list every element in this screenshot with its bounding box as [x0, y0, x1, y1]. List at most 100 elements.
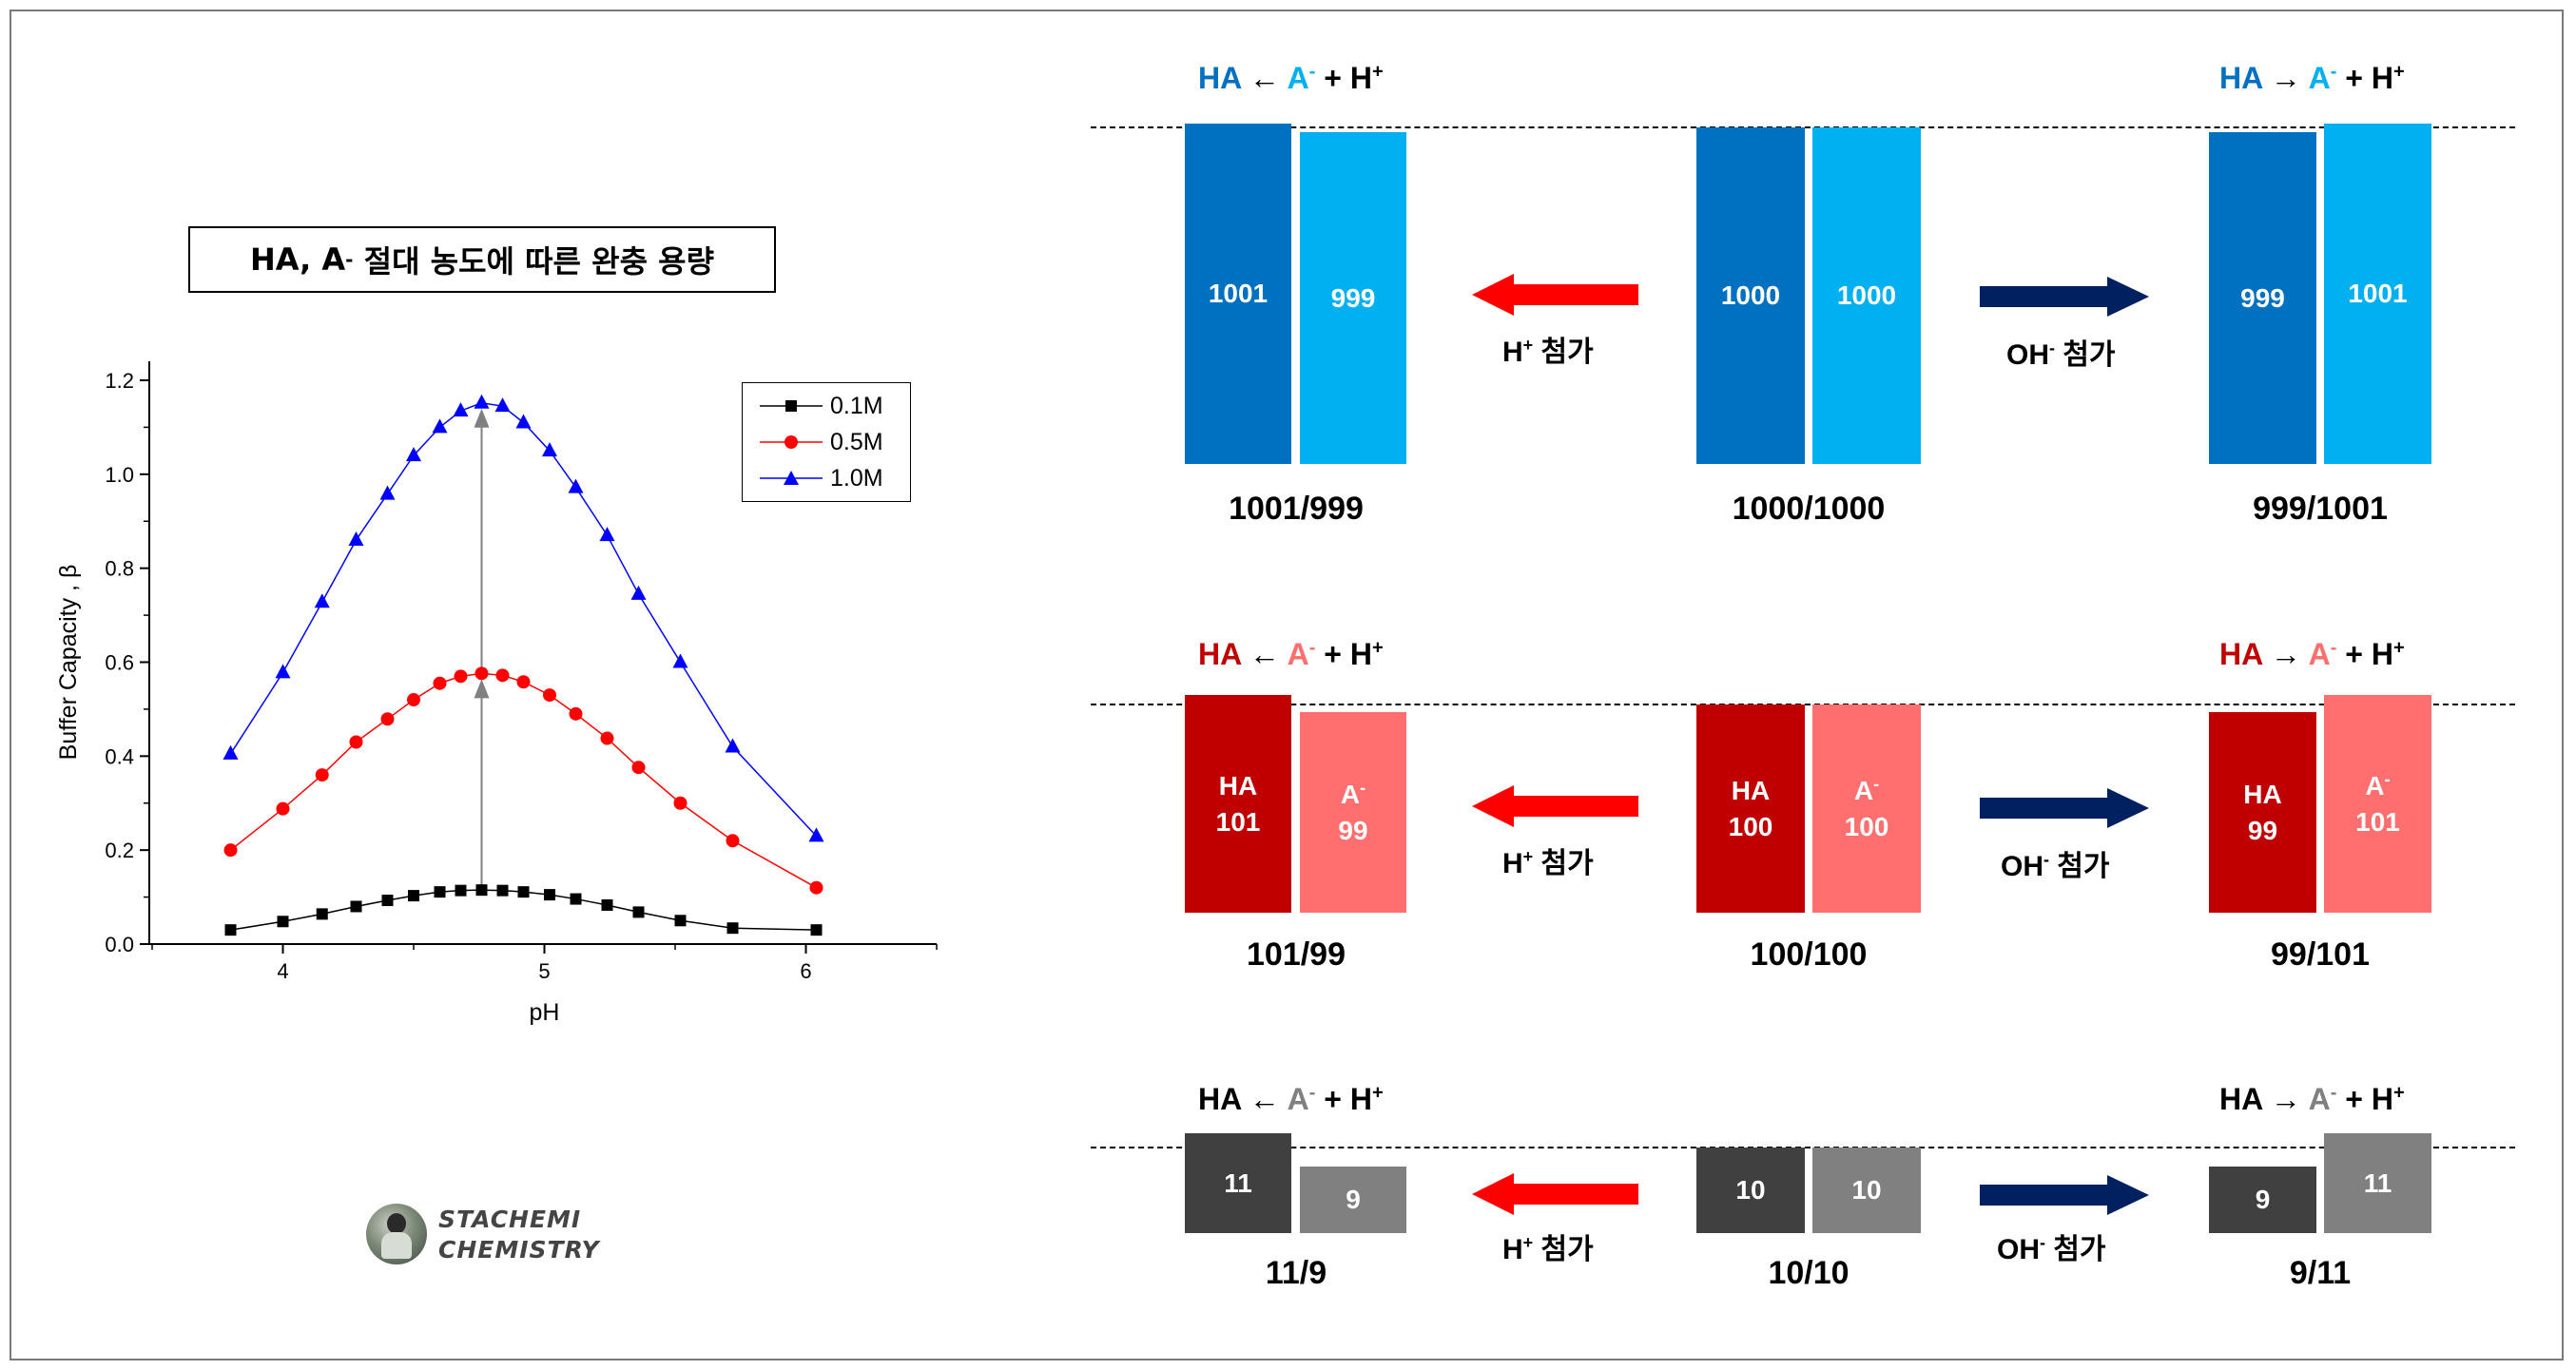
- bar-ha-row2-right: HA 99: [2209, 712, 2316, 913]
- point-1.0M: [494, 397, 511, 413]
- h-sup: +: [1522, 336, 1534, 355]
- point-0.5M: [475, 666, 489, 681]
- point-0.1M: [408, 890, 419, 902]
- point-0.5M: [223, 843, 238, 858]
- x-tick-label: 4: [277, 959, 288, 983]
- point-1.0M: [223, 744, 239, 760]
- point-1.0M: [348, 531, 364, 547]
- ratio-row2-left: 101/99: [1247, 936, 1346, 973]
- eq-arrow: ←: [1241, 1082, 1288, 1116]
- point-1.0M: [599, 527, 615, 542]
- navy-arrow-row3: [1980, 1175, 2149, 1215]
- eq-h-sup: +: [2392, 637, 2405, 659]
- point-1.0M: [379, 485, 396, 500]
- point-0.5M: [433, 676, 447, 690]
- point-1.0M: [725, 738, 741, 753]
- bar-a-row1-left: 999: [1300, 132, 1406, 464]
- bar-value: 100: [1844, 811, 1889, 841]
- eq-ha: HA: [1198, 637, 1242, 671]
- eq-h-sup: +: [1371, 637, 1384, 659]
- point-0.5M: [631, 761, 646, 775]
- eq-h-sup: +: [2392, 61, 2405, 83]
- y-axis-label: Buffer Capacity , β: [55, 565, 82, 761]
- y-tick-label: 0.2: [105, 839, 134, 862]
- legend-sample-0.5M: [760, 435, 823, 449]
- navy-arrow-row1: [1980, 277, 2149, 317]
- add-label: 첨가: [1533, 848, 1594, 879]
- equation-right-row2: HA → A- + H+: [2219, 637, 2405, 672]
- equation-right-row1: HA → A- + H+: [2219, 61, 2405, 96]
- bar-ha-row3-right: 9: [2209, 1167, 2316, 1233]
- bar-value: 1000: [1720, 280, 1781, 310]
- eq-ha: HA: [2219, 61, 2263, 95]
- eq-arrow: ←: [1241, 637, 1288, 671]
- point-0.5M: [600, 731, 614, 745]
- x-axis-label: pH: [530, 999, 560, 1026]
- point-0.1M: [517, 886, 530, 898]
- oh-sup: -: [2043, 850, 2049, 869]
- add-label: 첨가: [1533, 1234, 1594, 1265]
- oh-sup: -: [2049, 338, 2055, 357]
- chart-title: HA, A- 절대 농도에 따른 완충 용량: [188, 226, 776, 293]
- ratio-row3-left: 11/9: [1265, 1255, 1327, 1291]
- oh-add-label-row2: OH- 첨가: [2001, 842, 2110, 884]
- oh-label: OH: [2001, 851, 2043, 882]
- bar-name-sup: -: [1873, 774, 1880, 794]
- bar-name: A: [1853, 775, 1874, 805]
- point-1.0M: [630, 585, 647, 600]
- point-1.0M: [515, 414, 532, 429]
- eq-ha: HA: [1198, 1082, 1242, 1116]
- ratio-row3-center: 10/10: [1768, 1255, 1850, 1291]
- point-1.0M: [808, 827, 824, 842]
- eq-plus-h: + H: [2336, 1082, 2393, 1116]
- y-tick-label: 0.4: [105, 744, 134, 768]
- bar-value: 11: [2363, 1167, 2392, 1198]
- point-0.1M: [434, 886, 446, 898]
- bar-name: A: [1340, 779, 1361, 809]
- eq-arrow: →: [2262, 637, 2309, 671]
- annotation-arrow-head: [474, 679, 490, 699]
- eq-a-sup: -: [1308, 637, 1316, 659]
- bar-value: 100: [1728, 811, 1773, 841]
- eq-ha: HA: [1198, 61, 1242, 95]
- bar-value: 10: [1735, 1175, 1766, 1205]
- point-1.0M: [314, 593, 330, 608]
- bar-a-row1-right: 1001: [2324, 124, 2431, 464]
- ratio-row1-center: 1000/1000: [1732, 491, 1886, 527]
- bar-value: 1001: [2348, 279, 2408, 308]
- point-0.5M: [315, 768, 329, 782]
- bar-value: 999: [1330, 282, 1376, 313]
- point-0.1M: [455, 884, 467, 897]
- logo-line2: CHEMISTRY: [438, 1236, 600, 1264]
- point-0.5M: [380, 712, 395, 726]
- eq-a: A: [2308, 637, 2331, 671]
- eq-plus-h: + H: [2336, 637, 2393, 671]
- y-tick-label: 1.0: [105, 463, 134, 487]
- y-tick-label: 0.0: [105, 933, 134, 956]
- legend-label-0.5M: 0.5M: [830, 428, 883, 455]
- point-0.5M: [543, 688, 556, 703]
- point-0.1M: [632, 906, 645, 918]
- chart-legend: 0.1M 0.5M 1.0M: [742, 382, 911, 502]
- eq-ha: HA: [2219, 637, 2263, 671]
- point-1.0M: [275, 664, 291, 679]
- oh-label: OH: [2006, 339, 2049, 371]
- legend-label-1.0M: 1.0M: [830, 464, 883, 492]
- series-line-0.5M: [230, 672, 817, 889]
- add-label: 첨가: [2055, 339, 2116, 371]
- point-0.5M: [569, 706, 583, 721]
- eq-plus-h: + H: [2336, 61, 2393, 95]
- point-0.5M: [809, 880, 823, 895]
- oh-add-label-row1: OH- 첨가: [2006, 331, 2116, 373]
- bar-a-row3-right: 11: [2324, 1133, 2431, 1233]
- oh-label: OH: [1997, 1234, 2040, 1265]
- eq-a: A: [1287, 1082, 1309, 1116]
- point-0.1M: [475, 884, 488, 897]
- h-add-label-row2: H+ 첨가: [1502, 839, 1594, 881]
- bar-value: 11: [1224, 1167, 1252, 1198]
- eq-a: A: [2308, 1082, 2331, 1116]
- eq-a: A: [1287, 61, 1309, 95]
- eq-a-sup: -: [2330, 61, 2337, 83]
- h-sup: +: [1522, 1233, 1534, 1252]
